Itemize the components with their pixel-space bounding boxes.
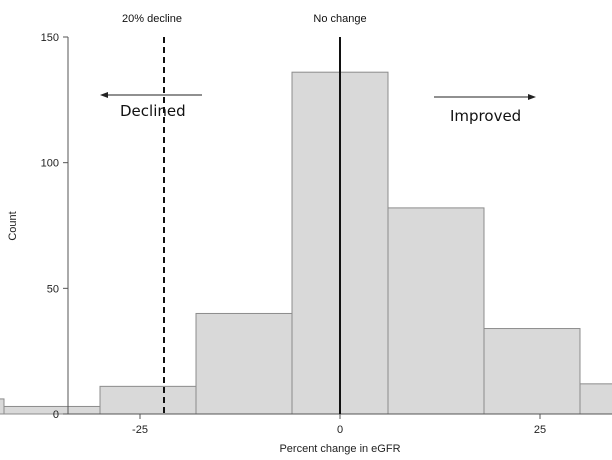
y-tick-label: 0 xyxy=(53,409,59,421)
y-tick-label: 150 xyxy=(41,32,59,44)
improved-annotation: Improved xyxy=(450,107,521,125)
declined-arrow xyxy=(100,92,202,98)
x-ticks-group: -50-2502550 xyxy=(132,414,546,436)
x-tick-label: 25 xyxy=(534,424,546,436)
decline-20pct-label: 20% decline xyxy=(122,13,182,25)
histogram-bar xyxy=(99,385,197,415)
x-tick-label: 0 xyxy=(337,424,343,436)
y-ticks-group: 0 50 100 150 xyxy=(41,32,68,421)
no-change-label: No change xyxy=(313,13,366,25)
histogram-bar xyxy=(483,328,581,415)
improved-arrow xyxy=(434,94,536,100)
y-tick-label: 50 xyxy=(47,283,59,295)
histogram-bar xyxy=(387,207,485,415)
histogram-bar xyxy=(0,398,5,415)
histogram-bar xyxy=(579,383,612,415)
x-axis-title: Percent change in eGFR xyxy=(279,443,400,455)
declined-annotation: Declined xyxy=(120,102,186,120)
y-tick-label: 100 xyxy=(41,158,59,170)
x-tick-label: -25 xyxy=(132,424,148,436)
histogram-bar xyxy=(195,312,293,415)
y-axis-title: Count xyxy=(7,211,19,240)
